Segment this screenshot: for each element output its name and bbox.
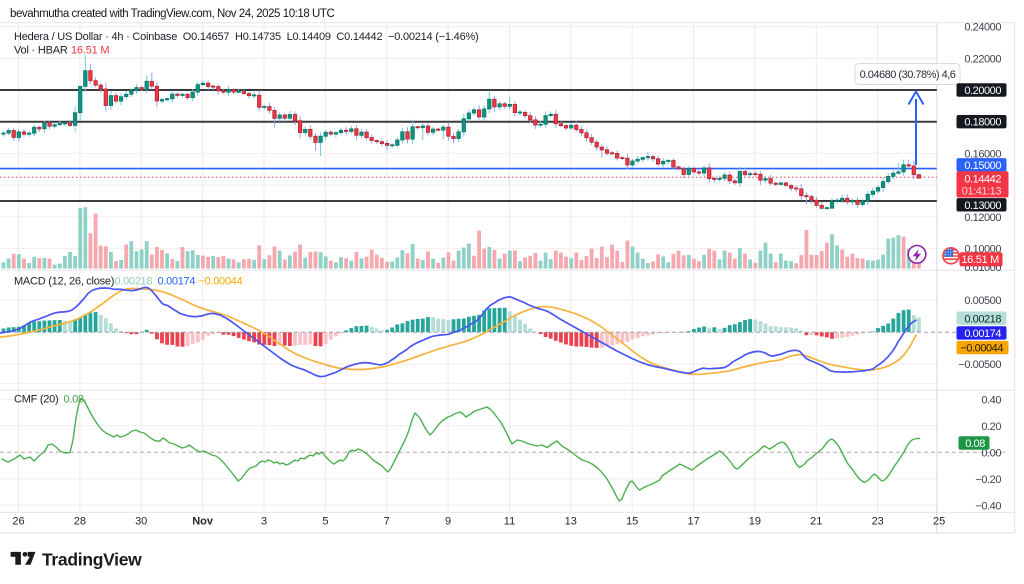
svg-text:−0.20: −0.20 — [975, 474, 1001, 486]
svg-text:−0.00044: −0.00044 — [960, 343, 1003, 355]
svg-text:0.20: 0.20 — [981, 421, 1001, 433]
svg-text:0.00: 0.00 — [981, 447, 1001, 459]
svg-text:0.00500: 0.00500 — [964, 295, 1001, 307]
svg-text:13: 13 — [565, 516, 577, 528]
svg-text:0.12000: 0.12000 — [964, 212, 1001, 224]
svg-text:7: 7 — [384, 516, 390, 528]
svg-text:0.20000: 0.20000 — [964, 85, 1001, 97]
svg-text:0.40: 0.40 — [981, 394, 1001, 406]
svg-text:28: 28 — [74, 516, 86, 528]
svg-text:0.00218: 0.00218 — [115, 276, 153, 288]
svg-text:25: 25 — [933, 516, 945, 528]
svg-text:21: 21 — [810, 516, 822, 528]
svg-text:Hedera / US Dollar · 4h · Coin: Hedera / US Dollar · 4h · Coinbase O0.14… — [14, 31, 478, 43]
svg-text:0.24000: 0.24000 — [964, 22, 1001, 34]
svg-text:19: 19 — [749, 516, 761, 528]
svg-text:Nov: Nov — [192, 516, 214, 528]
svg-text:0.22000: 0.22000 — [964, 53, 1001, 65]
svg-text:0.00174: 0.00174 — [158, 276, 196, 288]
svg-text:0.16000: 0.16000 — [964, 148, 1001, 160]
svg-text:0.04680 (30.78%) 4,6: 0.04680 (30.78%) 4,6 — [860, 69, 956, 81]
svg-text:16.51 M: 16.51 M — [961, 254, 999, 266]
svg-text:−0.00500: −0.00500 — [958, 359, 1001, 371]
svg-text:9: 9 — [445, 516, 451, 528]
svg-text:−0.40: −0.40 — [975, 500, 1001, 512]
svg-text:16.51 M: 16.51 M — [71, 45, 109, 57]
svg-text:bevahmutha created with Tradin: bevahmutha created with TradingView.com,… — [10, 8, 334, 20]
svg-text:TradingView: TradingView — [42, 550, 142, 570]
svg-text:01:41:13: 01:41:13 — [962, 186, 1002, 198]
svg-text:0.00174: 0.00174 — [964, 328, 1001, 340]
svg-text:0.08: 0.08 — [965, 438, 985, 450]
svg-text:0.15000: 0.15000 — [964, 160, 1001, 172]
svg-text:Vol · HBAR: Vol · HBAR — [14, 45, 68, 57]
svg-text:17: 17 — [687, 516, 699, 528]
svg-text:0.14442: 0.14442 — [964, 173, 1001, 185]
svg-text:MACD (12, 26, close): MACD (12, 26, close) — [14, 276, 114, 288]
svg-text:3: 3 — [261, 516, 267, 528]
svg-text:0.18000: 0.18000 — [964, 117, 1001, 129]
svg-text:0.13000: 0.13000 — [964, 200, 1001, 212]
svg-text:0.00218: 0.00218 — [964, 313, 1001, 325]
svg-text:15: 15 — [626, 516, 638, 528]
svg-text:0.08: 0.08 — [64, 394, 84, 406]
svg-text:5: 5 — [322, 516, 328, 528]
svg-text:11: 11 — [504, 516, 515, 528]
svg-text:30: 30 — [135, 516, 147, 528]
svg-text:−0.00044: −0.00044 — [199, 276, 243, 288]
svg-text:CMF (20): CMF (20) — [14, 394, 58, 406]
svg-text:23: 23 — [872, 516, 884, 528]
svg-text:26: 26 — [12, 516, 24, 528]
